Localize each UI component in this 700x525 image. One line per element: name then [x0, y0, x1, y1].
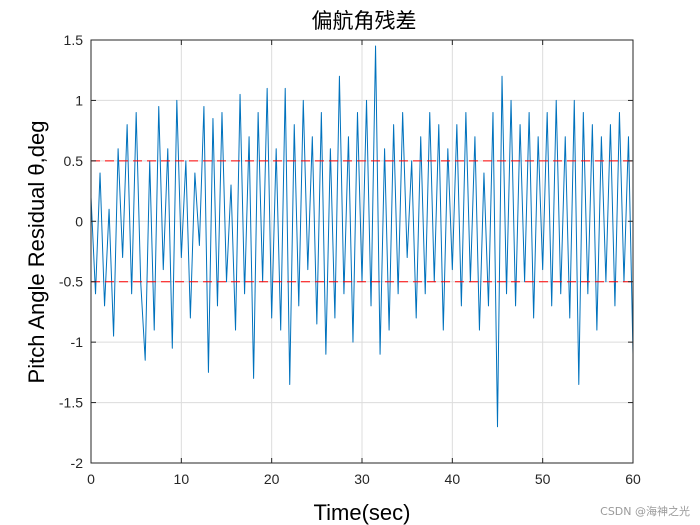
x-tick-label: 10 — [174, 471, 190, 487]
x-axis-label: Time(sec) — [314, 500, 411, 525]
y-tick-label: 1.5 — [64, 32, 84, 48]
x-tick-label: 20 — [264, 471, 280, 487]
y-tick-label: -1 — [71, 334, 84, 350]
y-tick-label: -2 — [71, 455, 84, 471]
x-tick-label: 60 — [625, 471, 641, 487]
x-tick-label: 0 — [87, 471, 95, 487]
watermark: CSDN @海神之光 — [600, 504, 690, 518]
y-tick-label: 0 — [75, 213, 83, 229]
x-tick-labels: 0 10 20 30 40 50 60 — [87, 471, 641, 487]
x-tick-label: 50 — [535, 471, 551, 487]
y-tick-labels: 1.5 1 0.5 0 -0.5 -1 -1.5 -2 — [59, 32, 83, 471]
y-tick-label: -0.5 — [59, 274, 83, 290]
y-axis-label: Pitch Angle Residual θ,deg — [24, 121, 49, 384]
y-tick-label: 0.5 — [64, 153, 84, 169]
chart-title: 偏航角残差 — [312, 9, 417, 33]
tick-marks — [90, 39, 634, 464]
x-tick-label: 40 — [445, 471, 461, 487]
y-tick-label: 1 — [75, 92, 83, 108]
y-tick-label: -1.5 — [59, 395, 83, 411]
data-series — [90, 45, 634, 428]
x-tick-label: 30 — [354, 471, 370, 487]
